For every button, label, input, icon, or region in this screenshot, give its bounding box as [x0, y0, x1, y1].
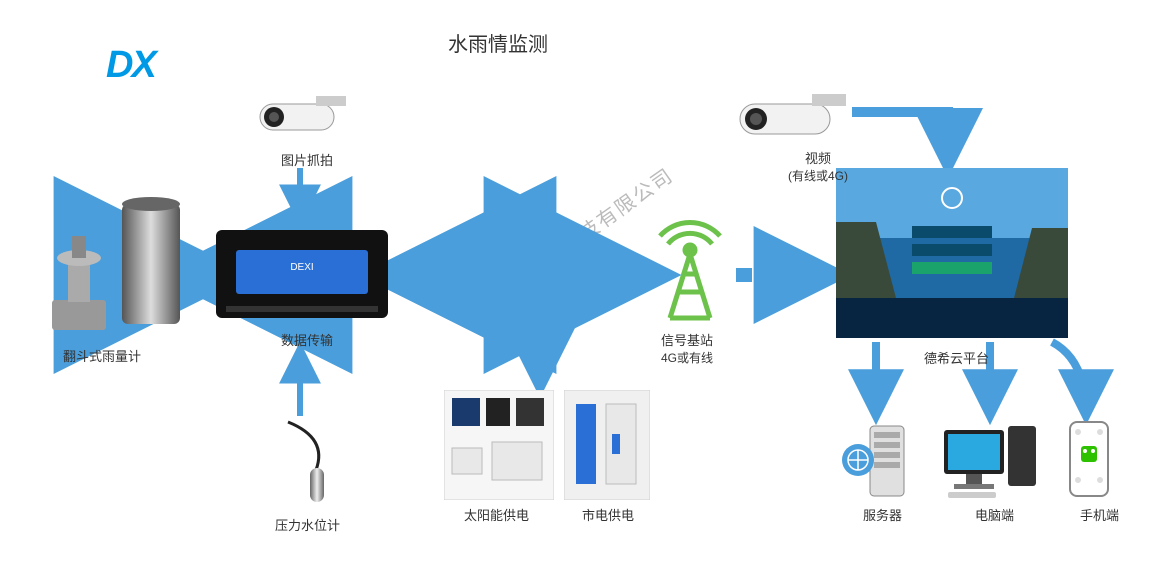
- node-video-camera: [730, 88, 850, 148]
- node-snapshot-camera: [252, 90, 352, 145]
- label-rain-gauge: 翻斗式雨量计: [63, 346, 141, 365]
- node-server: [840, 420, 910, 500]
- diagram-canvas: 水雨情监测 DX 武汉德希科技有限公司 DX: [0, 0, 1166, 584]
- label-mains: 市电供电: [582, 505, 634, 524]
- rtu-brand-text: DEXI: [290, 262, 313, 273]
- label-antenna: 信号基站4G或有线: [661, 330, 713, 366]
- label-snapshot: 图片抓拍: [281, 150, 333, 169]
- node-solar-power: [444, 390, 554, 500]
- node-base-station: [650, 214, 730, 324]
- label-data-xfer: 数据传输: [281, 330, 333, 349]
- node-mains-power: [564, 390, 650, 500]
- label-pressure: 压力水位计: [275, 515, 340, 534]
- node-pressure-sensor: [268, 420, 338, 506]
- node-pc: [940, 420, 1040, 500]
- node-mobile: [1066, 420, 1112, 500]
- label-server: 服务器: [863, 505, 902, 524]
- node-rain-gauge: [40, 192, 190, 342]
- brand-logo: DX: [106, 44, 155, 87]
- label-pc: 电脑端: [975, 505, 1014, 524]
- label-solar: 太阳能供电: [464, 505, 529, 524]
- label-platform: 德希云平台: [924, 348, 989, 367]
- label-mobile: 手机端: [1080, 505, 1119, 524]
- label-video: 视频(有线或4G): [788, 148, 848, 184]
- node-data-transfer-rtu: DEXI: [214, 222, 390, 326]
- watermark-text: 武汉德希科技有限公司: [482, 160, 679, 310]
- node-cloud-platform: [836, 168, 1068, 338]
- watermark-logo: DX: [508, 298, 540, 328]
- page-title: 水雨情监测: [448, 28, 548, 57]
